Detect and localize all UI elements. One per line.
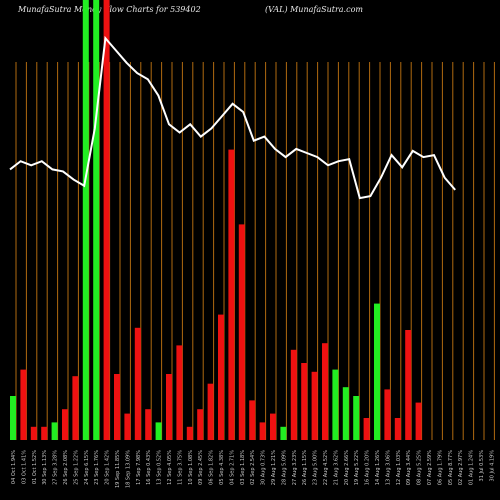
money-flow-bar xyxy=(374,303,380,440)
money-flow-bar xyxy=(353,396,360,440)
money-flow-bar xyxy=(103,0,110,440)
x-tick-label: 05 Sep 4.38% xyxy=(219,450,225,485)
money-flow-bar xyxy=(249,400,256,440)
x-tick-label: 07 Aug 2.59% xyxy=(427,450,433,485)
money-flow-bar xyxy=(280,426,287,440)
x-tick-label: 02 Aug 2.97% xyxy=(458,450,464,485)
money-flow-bar xyxy=(311,371,318,440)
money-flow-bar xyxy=(301,363,308,440)
money-flow-bar xyxy=(114,374,120,440)
money-flow-bar xyxy=(259,422,266,440)
money-flow-bar xyxy=(124,413,131,440)
x-tick-label: 11 Sep 3.75% xyxy=(177,450,183,485)
money-flow-bar xyxy=(155,422,162,440)
money-flow-bar xyxy=(394,418,401,440)
x-tick-label: 01 Aug 1.24% xyxy=(469,450,475,485)
x-tick-label: 16 Sep 0.43% xyxy=(146,450,152,485)
x-tick-label: 21 Aug 3.62% xyxy=(333,450,339,485)
money-flow-bar xyxy=(41,426,48,440)
money-flow-bar xyxy=(363,418,370,440)
money-flow-bar xyxy=(51,422,58,440)
money-flow-bar xyxy=(93,0,100,440)
x-tick-label: 04 Sep 2.71% xyxy=(229,450,235,485)
money-flow-bar xyxy=(134,327,141,440)
x-tick-label: 30 Aug 0.73% xyxy=(261,450,267,485)
x-tick-label: 25 Sep 1.22% xyxy=(73,450,79,485)
x-tick-label: 19 Sep 11.85% xyxy=(115,450,121,488)
money-flow-bar xyxy=(197,409,204,440)
x-tick-label: 29 Aug 1.21% xyxy=(271,450,277,485)
x-tick-label: 09 Sep 2.45% xyxy=(198,450,204,485)
money-flow-bar xyxy=(82,0,89,440)
price-line xyxy=(9,35,456,200)
money-flow-bar xyxy=(207,383,214,440)
money-flow-bar xyxy=(415,402,422,440)
money-flow-bar xyxy=(332,369,339,440)
x-tick-label: 06 Sep 1.82% xyxy=(209,450,215,485)
x-tick-label: 14 Aug 1.26% xyxy=(375,450,381,485)
money-flow-bar xyxy=(290,349,297,440)
x-tick-label: 03 Oct 1.41% xyxy=(21,450,27,484)
x-tick-label: 26 Aug 1.15% xyxy=(302,450,308,485)
x-tick-label: 13 Aug 3.06% xyxy=(385,450,391,485)
x-tick-label: 24 Sep 6.15% xyxy=(84,450,90,485)
money-flow-bar xyxy=(166,374,172,440)
x-tick-label: 18 Sep 13.09% xyxy=(125,450,131,488)
x-tick-label: 03 Sep 1.18% xyxy=(240,450,246,485)
money-flow-bar xyxy=(186,426,193,440)
money-flow-bar xyxy=(218,314,224,440)
x-tick-label: 06 Aug 1.79% xyxy=(437,450,443,485)
x-tick-label: 10 Sep 1.08% xyxy=(188,450,194,485)
x-tick-label: 13 Sep 0.52% xyxy=(157,450,163,485)
x-tick-label: 20 Aug 2.66% xyxy=(344,450,350,485)
x-tick-label: 17 Sep 7.98% xyxy=(136,450,142,485)
x-tick-label: 12 Sep 4.05% xyxy=(167,450,173,485)
x-tick-label: 27 Sep 3.28% xyxy=(53,450,59,485)
chart-header-right: (VAL) MunafaSutra.com xyxy=(265,5,363,14)
money-flow-bar xyxy=(238,224,245,440)
x-tick-label: 01 Oct 1.52% xyxy=(32,450,38,484)
x-tick-label: 26 Sep 2.08% xyxy=(63,450,69,485)
money-flow-bar xyxy=(322,343,328,440)
x-tick-label: 22 Aug 4.52% xyxy=(323,450,329,485)
x-tick-label: 09 Aug 3.44% xyxy=(406,450,412,485)
x-tick-label: 31 Jul 0.53% xyxy=(479,450,485,482)
x-tick-label: 12 Aug 1.03% xyxy=(396,450,402,485)
x-tick-label: 30 Sep 1.13% xyxy=(42,450,48,485)
money-flow-bar xyxy=(228,149,235,440)
money-flow-bar xyxy=(62,409,68,440)
x-tick-label: 19 Aug 5.22% xyxy=(354,450,360,485)
x-tick-label: 08 Aug 5.25% xyxy=(417,450,423,485)
x-tick-label: 28 Aug 5.09% xyxy=(281,450,287,485)
money-flow-bar xyxy=(384,389,391,440)
x-tick-label: 27 Aug 3.23% xyxy=(292,450,298,485)
x-tick-label: 16 Aug 0.20% xyxy=(365,450,371,485)
money-flow-bar xyxy=(176,345,183,440)
money-flow-bar xyxy=(270,413,276,440)
money-flow-bar xyxy=(405,330,412,440)
money-flow-bar xyxy=(72,376,79,440)
x-tick-label: 23 Aug 5.00% xyxy=(313,450,319,485)
money-flow-bar xyxy=(342,387,349,440)
money-flow-bar xyxy=(30,426,37,440)
money-flow-bar xyxy=(10,396,16,440)
money-flow-bar xyxy=(145,409,152,440)
x-tick-label: 04 Oct 1.94% xyxy=(11,450,17,484)
x-tick-label: 30 Jul 4.19% xyxy=(489,450,495,482)
money-flow-bar xyxy=(20,369,27,440)
x-tick-label: 20 Sep 1.42% xyxy=(105,450,111,485)
x-tick-label: 05 Aug 8.77% xyxy=(448,450,454,485)
x-tick-label: 02 Sep 2.54% xyxy=(250,450,256,485)
x-tick-label: 23 Sep 1.76% xyxy=(94,450,100,485)
